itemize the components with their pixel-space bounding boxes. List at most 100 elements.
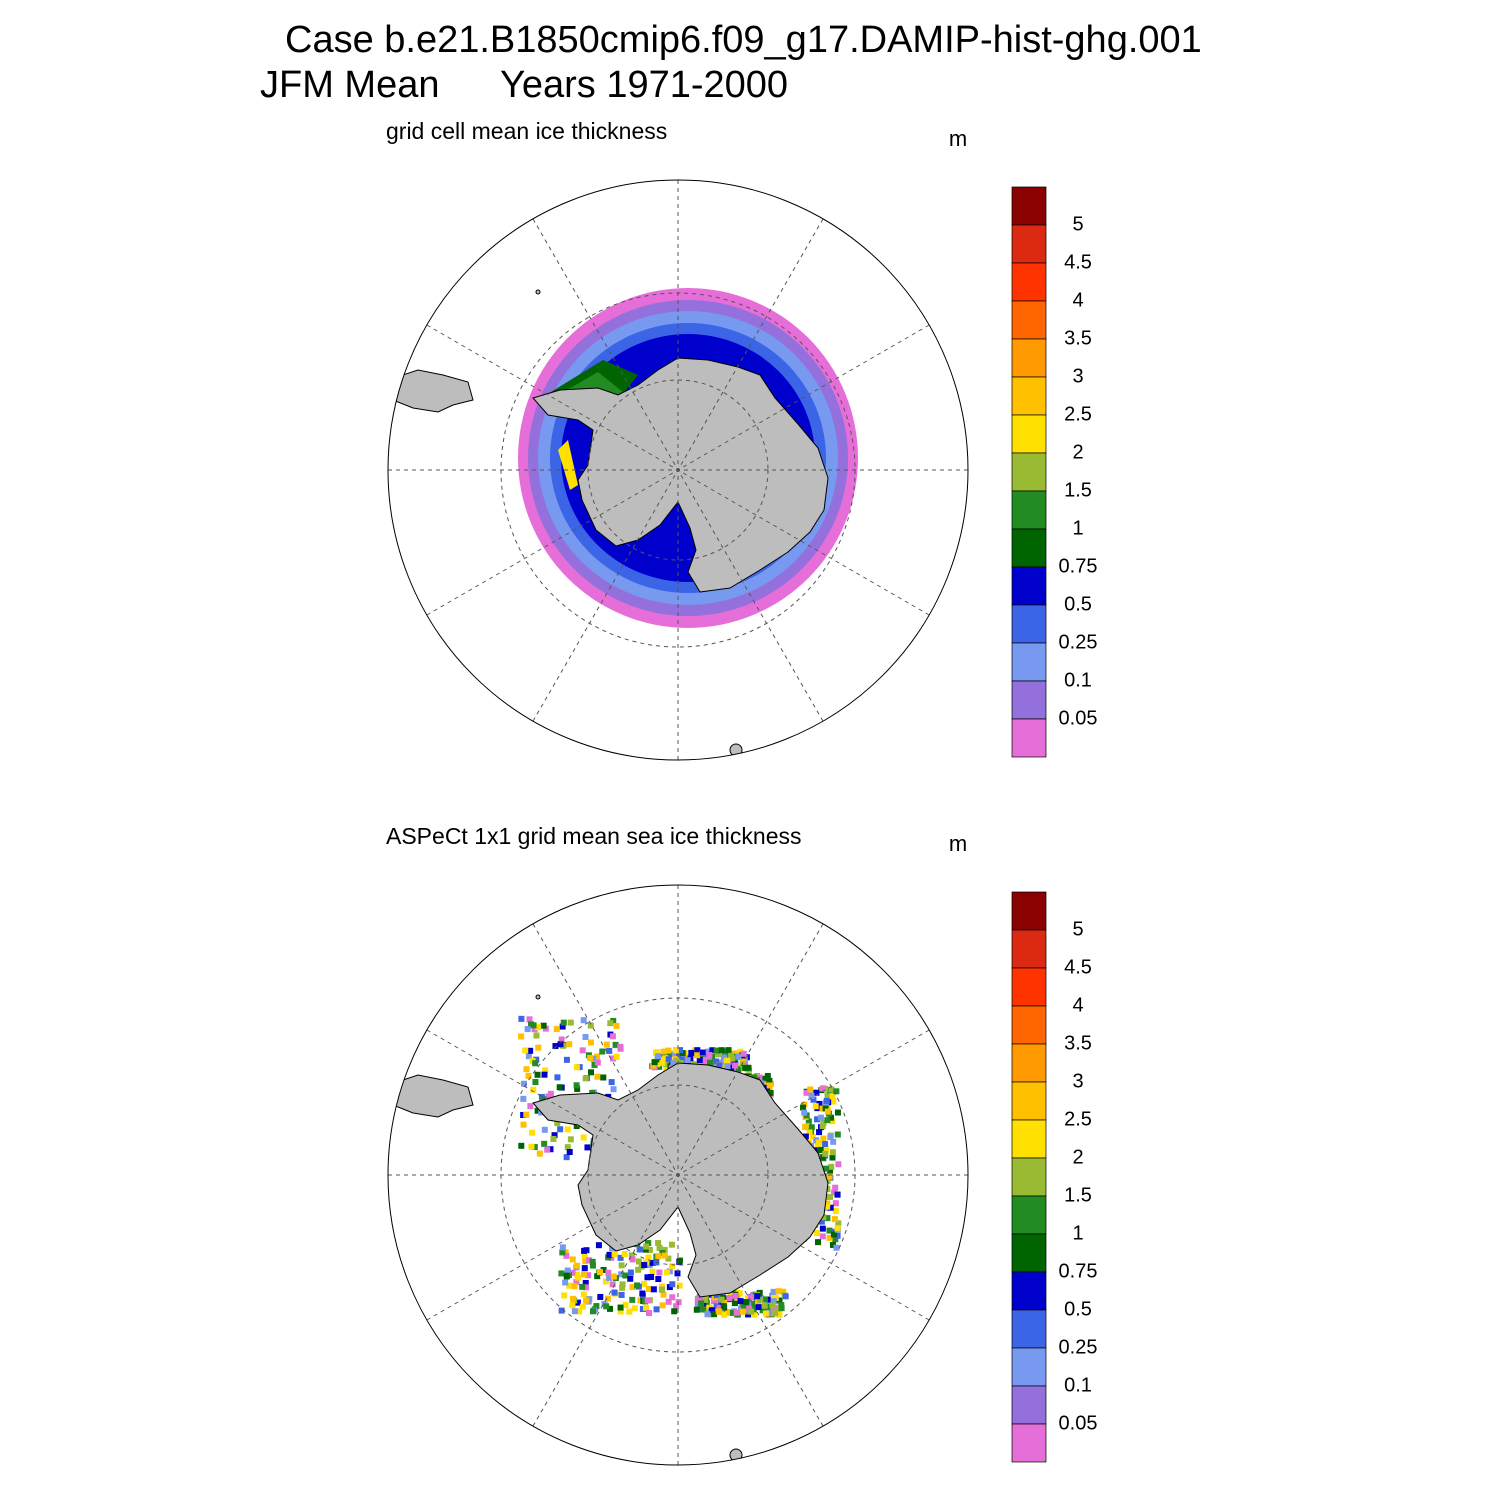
map-panel: grid cell mean ice thickness m 5 4.5 4 3.5 3 2.…	[386, 118, 1097, 761]
obs-cell	[829, 1241, 836, 1248]
obs-cell	[732, 1292, 739, 1299]
colorbar-box	[1011, 1195, 1047, 1235]
obs-cell	[751, 1074, 758, 1081]
obs-cell	[582, 1033, 589, 1040]
obs-cell	[800, 1104, 807, 1111]
obs-cell	[826, 1173, 833, 1180]
colorbar-label: 5	[1072, 918, 1083, 940]
obs-cell	[547, 1090, 554, 1097]
obs-cell	[573, 1082, 580, 1089]
obs-cell	[762, 1310, 769, 1317]
obs-cell	[650, 1062, 657, 1069]
obs-cell	[831, 1189, 838, 1196]
colorbar-box	[1011, 1005, 1047, 1045]
obs-cell	[534, 1071, 541, 1078]
obs-cell	[552, 1043, 559, 1050]
obs-cell	[520, 1121, 527, 1128]
obs-cell	[527, 1103, 534, 1110]
obs-cell	[574, 1274, 581, 1281]
obs-cell	[651, 1059, 658, 1066]
obs-cell	[666, 1268, 673, 1275]
obs-cell	[582, 1258, 589, 1265]
obs-cell	[583, 1284, 590, 1291]
obs-cell	[659, 1283, 666, 1290]
obs-cell	[573, 1271, 580, 1278]
obs-cell	[582, 1075, 589, 1082]
obs-cell	[574, 1262, 581, 1269]
obs-cell	[603, 1041, 610, 1048]
obs-cell	[763, 1296, 770, 1303]
colorbar-box	[1011, 376, 1047, 416]
obs-cell	[801, 1101, 808, 1108]
obs-cell	[735, 1290, 742, 1297]
island	[535, 289, 541, 295]
colorbar-label: 2	[1072, 1146, 1083, 1168]
obs-cell	[608, 1079, 615, 1086]
obs-cell	[829, 1093, 836, 1100]
obs-cell	[550, 1135, 557, 1142]
obs-cell	[604, 1295, 611, 1302]
colorbar-box	[1011, 1423, 1047, 1463]
obs-cell	[665, 1298, 672, 1305]
obs-cell	[720, 1303, 727, 1310]
obs-cell	[743, 1299, 750, 1306]
colorbar-box	[1011, 1043, 1047, 1083]
colorbar-box	[1011, 891, 1047, 931]
obs-cell	[748, 1308, 755, 1315]
obs-cell	[573, 1064, 580, 1071]
obs-cell	[766, 1077, 773, 1084]
obs-cell	[740, 1056, 747, 1063]
obs-cell	[613, 1053, 620, 1060]
obs-cell	[559, 1244, 566, 1251]
obs-cell	[699, 1049, 706, 1056]
obs-cell	[628, 1252, 635, 1259]
obs-cell	[642, 1246, 649, 1253]
obs-cell	[832, 1207, 839, 1214]
colorbar-label: 0.25	[1059, 1336, 1098, 1358]
obs-cell	[716, 1304, 723, 1311]
obs-cell	[531, 1144, 538, 1151]
obs-cell	[561, 1292, 568, 1299]
obs-cell	[828, 1163, 835, 1170]
obs-cell	[534, 1107, 541, 1114]
colorbar-box	[1011, 186, 1047, 226]
obs-cell	[808, 1092, 815, 1099]
obs-cell	[520, 1112, 527, 1119]
obs-cell	[694, 1052, 701, 1059]
obs-cell	[582, 1279, 589, 1286]
obs-cell	[829, 1149, 836, 1156]
obs-cell	[649, 1268, 656, 1275]
obs-cell	[644, 1297, 651, 1304]
colorbar-label: 3.5	[1064, 1032, 1092, 1054]
obs-cell	[596, 1269, 603, 1276]
colorbar-box	[1011, 452, 1047, 492]
obs-cell	[621, 1251, 628, 1258]
obs-cell	[526, 1016, 533, 1023]
colorbar-label: 0.05	[1059, 1412, 1098, 1434]
obs-cell	[645, 1286, 652, 1293]
obs-cell	[721, 1311, 728, 1318]
obs-cell	[827, 1193, 834, 1200]
obs-cell	[600, 1074, 607, 1081]
obs-cell	[562, 1279, 569, 1286]
obs-cell	[564, 1267, 571, 1274]
obs-cell	[709, 1047, 716, 1054]
obs-cell	[835, 1161, 842, 1168]
obs-cell	[824, 1117, 831, 1124]
obs-cell	[617, 1254, 624, 1261]
colorbar-box	[1011, 1385, 1047, 1425]
map-body	[388, 180, 968, 760]
obs-cell	[803, 1089, 810, 1096]
obs-cell	[563, 1154, 570, 1161]
obs-cell	[646, 1310, 653, 1316]
colorbar-label: 2	[1072, 441, 1083, 463]
obs-cell	[819, 1105, 826, 1112]
obs-cell	[645, 1254, 652, 1261]
ice-field	[558, 440, 578, 490]
obs-cell	[809, 1133, 816, 1140]
obs-cell	[629, 1256, 636, 1263]
obs-cell	[815, 1239, 822, 1246]
obs-cell	[770, 1298, 777, 1305]
obs-cell	[587, 1039, 594, 1046]
obs-cell	[523, 1111, 530, 1118]
